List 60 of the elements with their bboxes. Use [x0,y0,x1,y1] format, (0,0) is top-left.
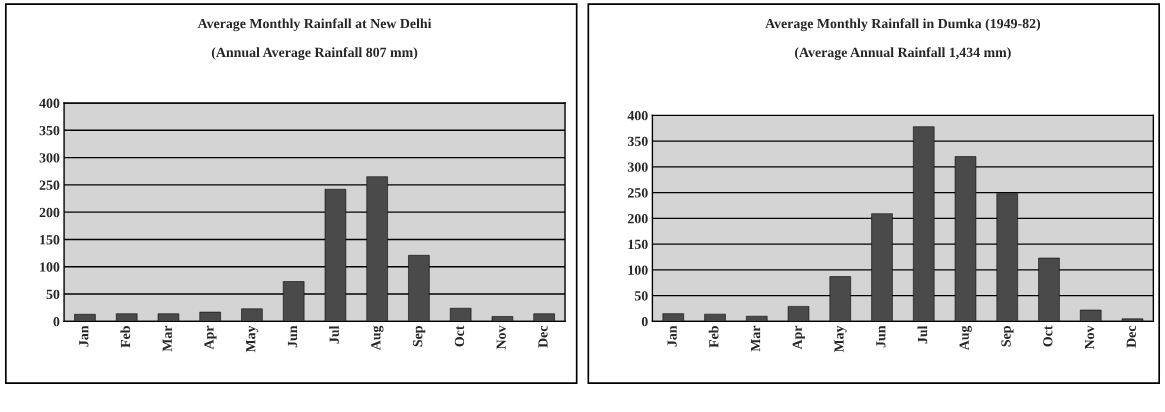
y-tick-label: 300 [627,162,648,172]
x-tick-label: Mar [751,325,761,352]
x-tick-label: Jun [876,325,886,348]
y-tick-label: 300 [39,153,60,163]
x-tick-label: Jul [329,325,339,344]
x-tick-label: Dec [538,325,548,348]
x-tick-label: Oct [454,325,465,347]
x-tick-label: Aug [371,325,384,351]
y-tick-label: 250 [627,188,648,198]
y-tick-label: 350 [627,136,648,147]
y-tick-label: 150 [40,235,60,245]
x-tick-label: Dec [1126,325,1136,348]
bar [787,306,810,322]
chart-subtitle: (Average Annual Rainfall 1,434 mm) [795,47,1011,60]
x-tick-label: Mar [162,325,172,352]
x-tick-label: Feb [120,326,131,348]
x-tick-label: Jan [667,325,677,347]
x-tick-label: Apr [792,325,805,350]
bar [491,316,514,322]
chart-title: Average Monthly Rainfall in Dumka (1949-82) [765,18,1041,32]
x-tick-label: Nov [1084,325,1095,350]
bar [199,311,221,322]
x-tick-label: Feb [708,326,719,348]
bar [533,313,555,322]
y-tick-label: 400 [627,110,648,121]
y-tick-label: 0 [641,316,648,327]
bar [1080,309,1102,322]
y-tick-label: 400 [39,98,60,108]
x-tick-label: Jan [79,325,89,347]
x-tick-label: Sep [1001,326,1014,347]
y-tick-label: 200 [39,207,60,218]
y-tick-label: 150 [628,239,648,250]
bar [662,313,684,322]
x-tick-label: Nov [496,325,506,350]
bar [115,313,138,322]
bar [157,313,180,322]
y-tick-label: 0 [53,316,60,327]
x-tick-label: Aug [959,325,972,351]
bar [449,307,472,322]
y-tick-label: 100 [628,265,648,275]
chart-subtitle: (Annual Average Rainfall 807 mm) [211,47,418,60]
bar [1121,318,1144,322]
y-tick-label: 350 [39,125,60,136]
y-tick-label: 50 [634,291,648,301]
y-tick-label: 50 [46,289,60,300]
bar [746,315,768,322]
x-tick-label: May [834,325,847,353]
x-tick-label: Sep [413,326,426,347]
y-tick-label: 200 [627,213,648,224]
x-tick-label: Jul [917,325,928,344]
x-tick-label: May [246,325,259,353]
x-tick-label: Oct [1043,325,1053,347]
chart-title: Average Monthly Rainfall at New Delhi [197,18,432,32]
x-tick-label: Apr [204,325,217,350]
bar [74,313,96,322]
y-tick-label: 250 [39,180,60,190]
y-tick-label: 100 [40,262,60,272]
x-tick-label: Jun [287,325,298,348]
bar [241,308,263,322]
bar [704,313,726,322]
